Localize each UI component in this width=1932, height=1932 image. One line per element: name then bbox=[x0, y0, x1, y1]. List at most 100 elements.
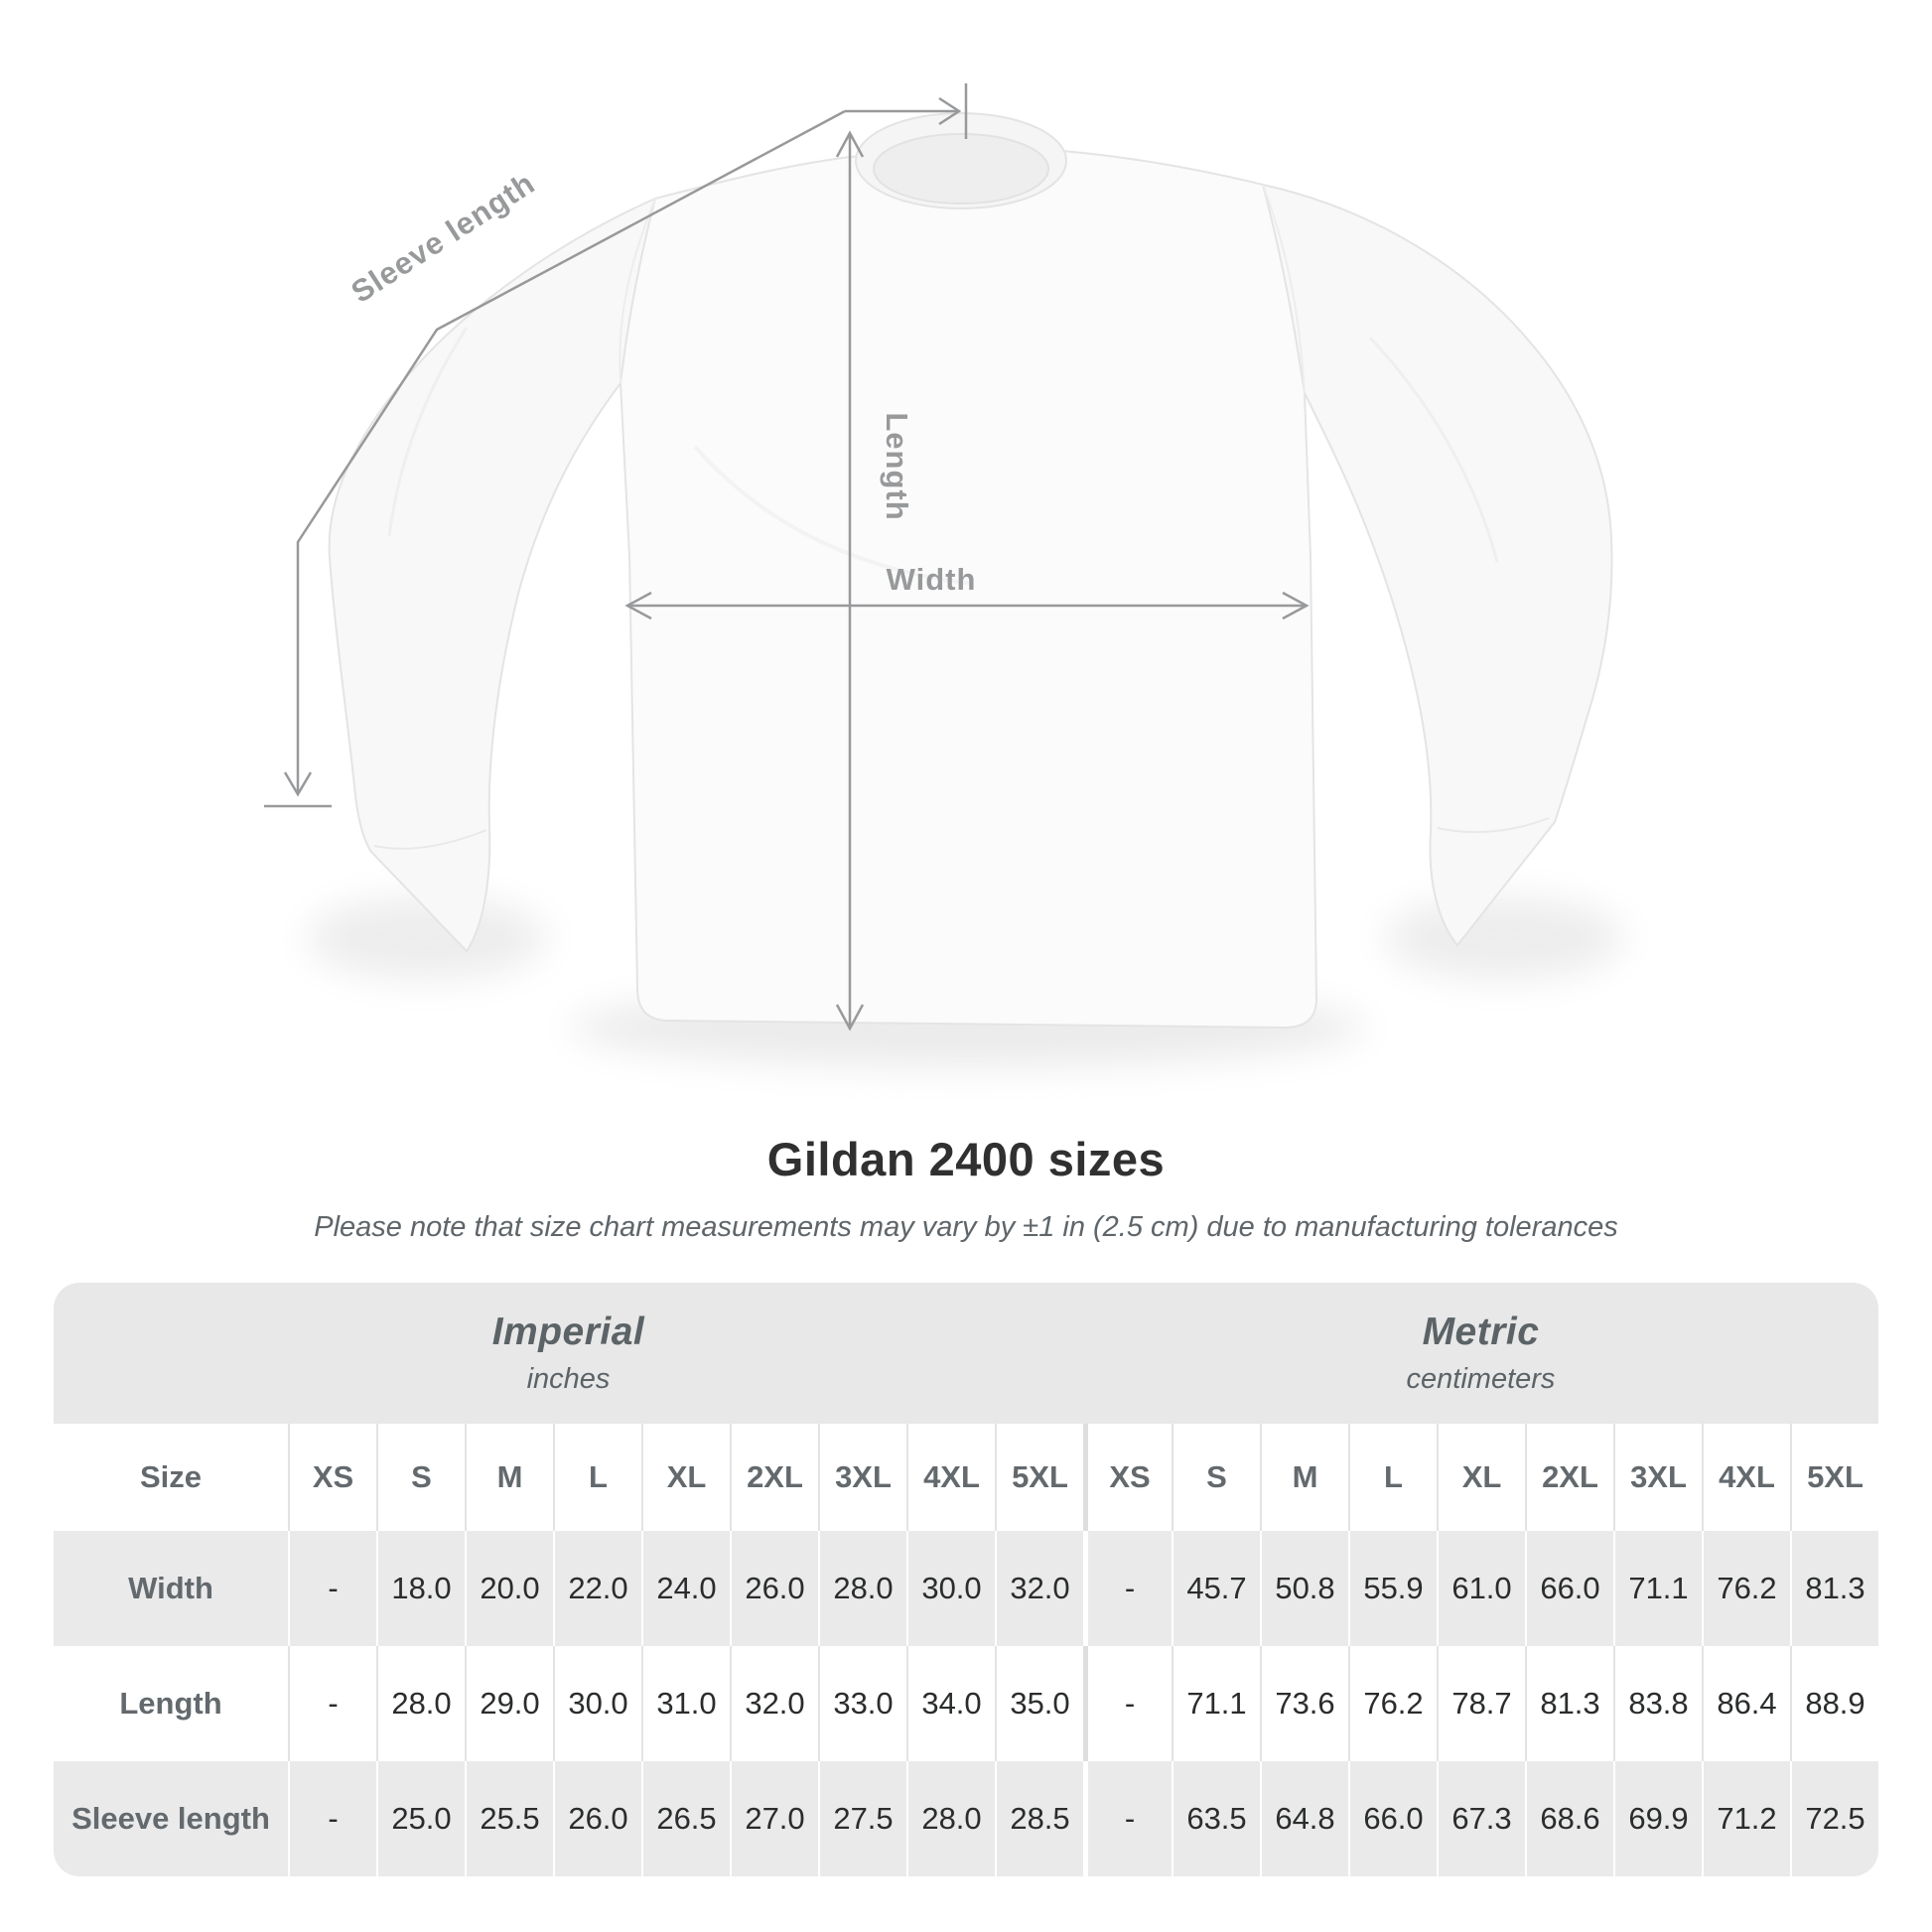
length-label: Length bbox=[880, 412, 914, 520]
arrow-down-icon bbox=[835, 1004, 865, 1032]
cell: 25.5 bbox=[465, 1761, 553, 1876]
cell: 33.0 bbox=[818, 1646, 906, 1761]
cell: 30.0 bbox=[906, 1531, 995, 1646]
cell: 71.2 bbox=[1702, 1761, 1790, 1876]
shirt-right-sleeve bbox=[1261, 183, 1613, 947]
col-header: 2XL bbox=[730, 1424, 818, 1531]
metric-group-header: Metric centimeters bbox=[1083, 1283, 1878, 1424]
cell: 69.9 bbox=[1613, 1761, 1702, 1876]
col-header: XS bbox=[1083, 1424, 1172, 1531]
cell: 22.0 bbox=[553, 1531, 641, 1646]
cell: 35.0 bbox=[995, 1646, 1083, 1761]
imperial-unit: inches bbox=[526, 1363, 611, 1395]
cell: 73.6 bbox=[1260, 1646, 1348, 1761]
cell: 68.6 bbox=[1525, 1761, 1613, 1876]
col-header: L bbox=[1348, 1424, 1437, 1531]
row-label: Width bbox=[54, 1531, 288, 1646]
imperial-title: Imperial bbox=[491, 1311, 645, 1353]
cell: - bbox=[1083, 1531, 1172, 1646]
left-sleeve-fold bbox=[387, 327, 469, 537]
col-header: XS bbox=[288, 1424, 376, 1531]
cell: 29.0 bbox=[465, 1646, 553, 1761]
col-header-size: Size bbox=[54, 1424, 288, 1531]
cell: 61.0 bbox=[1437, 1531, 1525, 1646]
cell: 26.0 bbox=[553, 1761, 641, 1876]
col-header: L bbox=[553, 1424, 641, 1531]
cell: 20.0 bbox=[465, 1531, 553, 1646]
cell: - bbox=[288, 1531, 376, 1646]
cell: - bbox=[288, 1646, 376, 1761]
cell: 71.1 bbox=[1172, 1646, 1260, 1761]
cell: 28.0 bbox=[376, 1646, 465, 1761]
cell: 55.9 bbox=[1348, 1531, 1437, 1646]
size-note: Please note that size chart measurements… bbox=[314, 1211, 1618, 1243]
cell: 64.8 bbox=[1260, 1761, 1348, 1876]
arrow-left-icon bbox=[624, 591, 652, 621]
cell: 66.0 bbox=[1348, 1761, 1437, 1876]
body-fold bbox=[693, 445, 974, 586]
armhole-seam-left bbox=[619, 198, 656, 384]
cell: 86.4 bbox=[1702, 1646, 1790, 1761]
col-header: M bbox=[465, 1424, 553, 1531]
col-header: 3XL bbox=[1613, 1424, 1702, 1531]
cell: 72.5 bbox=[1790, 1761, 1878, 1876]
cell: 30.0 bbox=[553, 1646, 641, 1761]
right-sleeve-fold bbox=[1368, 336, 1499, 563]
cell: 66.0 bbox=[1525, 1531, 1613, 1646]
arrow-right-icon bbox=[938, 96, 962, 126]
cell: 28.5 bbox=[995, 1761, 1083, 1876]
cell: - bbox=[288, 1761, 376, 1876]
cell: 27.5 bbox=[818, 1761, 906, 1876]
cell: 67.3 bbox=[1437, 1761, 1525, 1876]
cell: 28.0 bbox=[818, 1531, 906, 1646]
col-header: 3XL bbox=[818, 1424, 906, 1531]
col-header: 5XL bbox=[995, 1424, 1083, 1531]
cell: - bbox=[1083, 1761, 1172, 1876]
cell: 50.8 bbox=[1260, 1531, 1348, 1646]
left-cuff-seam bbox=[373, 829, 487, 850]
col-header: XL bbox=[641, 1424, 730, 1531]
sleeve-length-measure bbox=[264, 83, 968, 808]
shirt-left-sleeve bbox=[328, 197, 657, 953]
cell: 28.0 bbox=[906, 1761, 995, 1876]
cell: 63.5 bbox=[1172, 1761, 1260, 1876]
shirt-size-diagram: Sleeve length Length Width bbox=[264, 83, 1623, 1067]
col-header: M bbox=[1260, 1424, 1348, 1531]
cell: 83.8 bbox=[1613, 1646, 1702, 1761]
length-measure bbox=[835, 130, 865, 1032]
row-label: Sleeve length bbox=[54, 1761, 288, 1876]
cell: 76.2 bbox=[1348, 1646, 1437, 1761]
cell: 71.1 bbox=[1613, 1531, 1702, 1646]
collar-inner bbox=[873, 133, 1049, 205]
cell: 31.0 bbox=[641, 1646, 730, 1761]
cell: 81.3 bbox=[1525, 1646, 1613, 1761]
cell: 76.2 bbox=[1702, 1531, 1790, 1646]
cell: 45.7 bbox=[1172, 1531, 1260, 1646]
arrow-right-icon bbox=[1282, 591, 1310, 621]
col-header: S bbox=[376, 1424, 465, 1531]
col-header: XL bbox=[1437, 1424, 1525, 1531]
col-header: 4XL bbox=[906, 1424, 995, 1531]
metric-unit: centimeters bbox=[1406, 1363, 1556, 1395]
cell: 34.0 bbox=[906, 1646, 995, 1761]
cell: 32.0 bbox=[995, 1531, 1083, 1646]
cell: 26.5 bbox=[641, 1761, 730, 1876]
cell: 25.0 bbox=[376, 1761, 465, 1876]
arrow-up-icon bbox=[835, 130, 865, 158]
cell: 24.0 bbox=[641, 1531, 730, 1646]
cell: 27.0 bbox=[730, 1761, 818, 1876]
width-measure bbox=[624, 591, 1310, 621]
cell: 78.7 bbox=[1437, 1646, 1525, 1761]
col-header: 5XL bbox=[1790, 1424, 1878, 1531]
cell: 32.0 bbox=[730, 1646, 818, 1761]
cell: 81.3 bbox=[1790, 1531, 1878, 1646]
col-header: 4XL bbox=[1702, 1424, 1790, 1531]
metric-title: Metric bbox=[1422, 1311, 1540, 1353]
col-header: 2XL bbox=[1525, 1424, 1613, 1531]
cell: - bbox=[1083, 1646, 1172, 1761]
armhole-seam-right bbox=[1262, 184, 1306, 394]
arrow-down-icon bbox=[283, 771, 313, 797]
width-label: Width bbox=[887, 562, 977, 597]
imperial-group-header: Imperial inches bbox=[54, 1283, 1083, 1424]
